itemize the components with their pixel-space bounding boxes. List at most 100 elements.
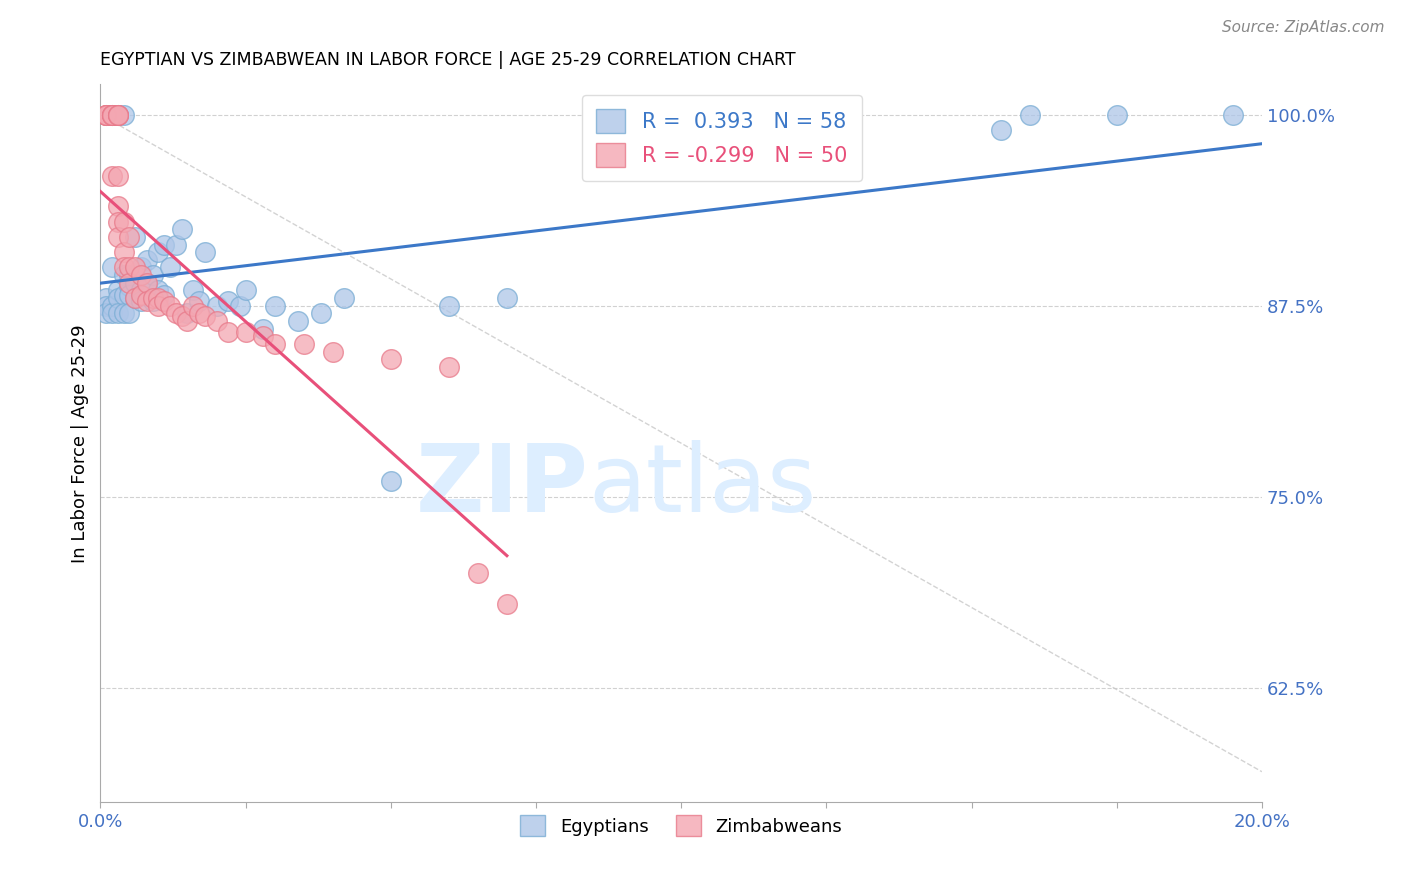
Point xyxy=(181,299,204,313)
Point xyxy=(101,169,124,183)
Point xyxy=(107,284,129,298)
Point xyxy=(107,108,129,122)
Point xyxy=(101,108,124,122)
Point xyxy=(142,294,165,309)
Point xyxy=(252,321,274,335)
Point xyxy=(107,199,129,213)
Point xyxy=(135,278,157,293)
Point xyxy=(124,291,146,305)
Point xyxy=(194,245,217,260)
Point xyxy=(148,291,170,305)
Point xyxy=(118,278,141,293)
Y-axis label: In Labor Force | Age 25-29: In Labor Force | Age 25-29 xyxy=(72,324,89,563)
Point xyxy=(135,294,157,309)
Point xyxy=(496,597,519,611)
Point xyxy=(107,169,129,183)
Point xyxy=(112,268,135,282)
Point xyxy=(309,306,332,320)
Point xyxy=(1105,108,1128,122)
Point xyxy=(124,276,146,290)
Point xyxy=(107,108,129,122)
Point xyxy=(101,260,124,275)
Point xyxy=(181,284,204,298)
Point xyxy=(1018,108,1040,122)
Point xyxy=(112,260,135,275)
Point xyxy=(235,325,257,339)
Point xyxy=(188,294,211,309)
Point xyxy=(101,108,124,122)
Point xyxy=(165,237,187,252)
Point xyxy=(188,306,211,320)
Point xyxy=(235,284,257,298)
Text: Source: ZipAtlas.com: Source: ZipAtlas.com xyxy=(1222,20,1385,35)
Point xyxy=(142,291,165,305)
Point xyxy=(263,299,285,313)
Point xyxy=(205,314,228,328)
Point xyxy=(148,245,170,260)
Point xyxy=(112,245,135,260)
Point xyxy=(176,306,198,320)
Point xyxy=(148,299,170,313)
Point xyxy=(252,329,274,343)
Point xyxy=(135,276,157,290)
Point xyxy=(496,291,519,305)
Point xyxy=(118,260,141,275)
Point xyxy=(129,294,152,309)
Point xyxy=(148,284,170,298)
Point xyxy=(142,268,165,282)
Point xyxy=(96,108,118,122)
Point xyxy=(205,299,228,313)
Point xyxy=(129,288,152,302)
Point xyxy=(292,337,315,351)
Point xyxy=(194,310,217,324)
Point xyxy=(96,306,118,320)
Point xyxy=(112,214,135,228)
Point xyxy=(129,284,152,298)
Point xyxy=(287,314,309,328)
Point xyxy=(129,260,152,275)
Point xyxy=(101,108,124,122)
Point xyxy=(101,108,124,122)
Point xyxy=(107,108,129,122)
Point xyxy=(96,291,118,305)
Point xyxy=(101,306,124,320)
Point xyxy=(118,276,141,290)
Point xyxy=(135,252,157,267)
Point xyxy=(101,108,124,122)
Point xyxy=(322,344,344,359)
Point xyxy=(107,108,129,122)
Point xyxy=(112,288,135,302)
Point xyxy=(107,306,129,320)
Point xyxy=(96,108,118,122)
Point xyxy=(96,108,118,122)
Point xyxy=(153,294,176,309)
Point xyxy=(118,230,141,244)
Point xyxy=(124,291,146,305)
Point xyxy=(153,288,176,302)
Point xyxy=(217,325,239,339)
Point xyxy=(96,299,118,313)
Point xyxy=(159,299,181,313)
Legend: Egyptians, Zimbabweans: Egyptians, Zimbabweans xyxy=(513,808,849,844)
Point xyxy=(229,299,252,313)
Point xyxy=(176,314,198,328)
Point xyxy=(437,359,460,374)
Point xyxy=(990,123,1012,137)
Point xyxy=(107,108,129,122)
Point xyxy=(380,475,402,489)
Point xyxy=(118,306,141,320)
Point xyxy=(96,108,118,122)
Point xyxy=(170,222,193,236)
Point xyxy=(333,291,356,305)
Point xyxy=(118,288,141,302)
Point xyxy=(107,230,129,244)
Point xyxy=(263,337,285,351)
Text: atlas: atlas xyxy=(588,441,817,533)
Point xyxy=(112,306,135,320)
Point xyxy=(118,268,141,282)
Text: EGYPTIAN VS ZIMBABWEAN IN LABOR FORCE | AGE 25-29 CORRELATION CHART: EGYPTIAN VS ZIMBABWEAN IN LABOR FORCE | … xyxy=(100,51,796,69)
Point xyxy=(153,237,176,252)
Point xyxy=(101,108,124,122)
Point xyxy=(107,291,129,305)
Point xyxy=(112,108,135,122)
